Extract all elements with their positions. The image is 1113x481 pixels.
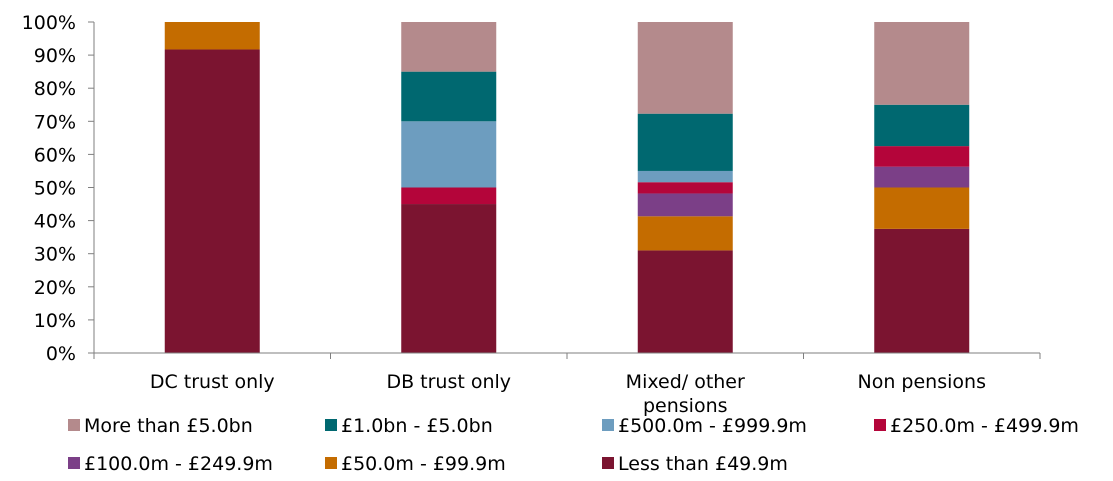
axes-group: 0% 10% 20% 30% 40% 50% 60% 70% 80% 90% 100% DC trus… — [22, 12, 1041, 417]
legend-item-more-than-5-0bn: More than £5.0bn — [68, 415, 253, 437]
legend-item-1-0bn-5-0bn: £1.0bn - £5.0bn — [325, 415, 493, 437]
legend-item-50-0m-99-9m: £50.0m - £99.9m — [325, 453, 506, 475]
legend-swatch — [68, 419, 80, 431]
y-tick-label: 20% — [34, 277, 76, 299]
y-tick-label: 0% — [46, 343, 76, 365]
bar-segment-mixed-other-pensions-less-than-49-9m — [637, 250, 733, 353]
bar-segment-non-pensions-1-0bn-5-0bn — [874, 104, 970, 147]
y-tick-label: 90% — [34, 45, 76, 67]
y-tick-label: 60% — [34, 144, 76, 166]
legend-swatch — [602, 457, 614, 469]
x-category-label: DC trust only — [150, 371, 275, 393]
y-tick-label: 100% — [22, 12, 76, 34]
y-tick-label: 10% — [34, 310, 76, 332]
legend-swatch — [325, 457, 337, 469]
legend-swatch — [325, 419, 337, 431]
y-tick-label: 30% — [34, 244, 76, 266]
legend-swatch — [68, 457, 80, 469]
bar-segment-mixed-other-pensions-1-0bn-5-0bn — [637, 113, 733, 171]
bar-segment-non-pensions-more-than-5-0bn — [874, 22, 970, 105]
legend-label: Less than £49.9m — [618, 453, 788, 475]
bar-segment-db-trust-only-250-0m-499-9m — [401, 187, 497, 205]
legend-label: £1.0bn - £5.0bn — [341, 415, 493, 437]
bar-segment-dc-trust-only-50-0m-99-9m — [164, 22, 260, 50]
y-tick-label: 50% — [34, 178, 76, 200]
legend-item-less-than-49-9m: Less than £49.9m — [602, 453, 788, 475]
y-tick-label: 40% — [34, 211, 76, 233]
x-category-label: Non pensions — [858, 371, 986, 393]
legend-label: £250.0m - £499.9m — [890, 415, 1079, 437]
bar-segment-db-trust-only-more-than-5-0bn — [401, 22, 497, 72]
legend-label: £100.0m - £249.9m — [84, 453, 273, 475]
x-category-label: DB trust only — [386, 371, 511, 393]
bar-segment-non-pensions-50-0m-99-9m — [874, 187, 970, 229]
bar-segment-non-pensions-less-than-49-9m — [874, 228, 970, 353]
legend-label: £500.0m - £999.9m — [618, 415, 807, 437]
y-tick-label: 80% — [34, 78, 76, 100]
bar-segment-mixed-other-pensions-500-0m-999-9m — [637, 170, 733, 183]
bar-segment-db-trust-only-less-than-49-9m — [401, 204, 497, 353]
y-tick-label: 70% — [34, 111, 76, 133]
bar-segment-non-pensions-100-0m-249-9m — [874, 166, 970, 188]
legend-item-500-0m-999-9m: £500.0m - £999.9m — [602, 415, 807, 437]
bar-segment-non-pensions-250-0m-499-9m — [874, 146, 970, 167]
legend-swatch — [874, 419, 886, 431]
bar-segment-mixed-other-pensions-100-0m-249-9m — [637, 193, 733, 217]
legend: More than £5.0bn £1.0bn - £5.0bn £500.0m -… — [68, 415, 1079, 475]
bar-segment-mixed-other-pensions-50-0m-99-9m — [637, 216, 733, 251]
legend-label: More than £5.0bn — [84, 415, 253, 437]
legend-label: £50.0m - £99.9m — [341, 453, 506, 475]
legend-item-100-0m-249-9m: £100.0m - £249.9m — [68, 453, 273, 475]
legend-swatch — [602, 419, 614, 431]
bars-group — [164, 22, 970, 354]
bar-segment-mixed-other-pensions-more-than-5-0bn — [637, 22, 733, 114]
bar-segment-mixed-other-pensions-250-0m-499-9m — [637, 182, 733, 194]
legend-item-250-0m-499-9m: £250.0m - £499.9m — [874, 415, 1079, 437]
bar-segment-db-trust-only-1-0bn-5-0bn — [401, 71, 497, 122]
bar-segment-dc-trust-only-less-than-49-9m — [164, 49, 260, 354]
x-category-label: Mixed/ other pensions — [626, 371, 745, 417]
bar-segment-db-trust-only-500-0m-999-9m — [401, 121, 497, 188]
